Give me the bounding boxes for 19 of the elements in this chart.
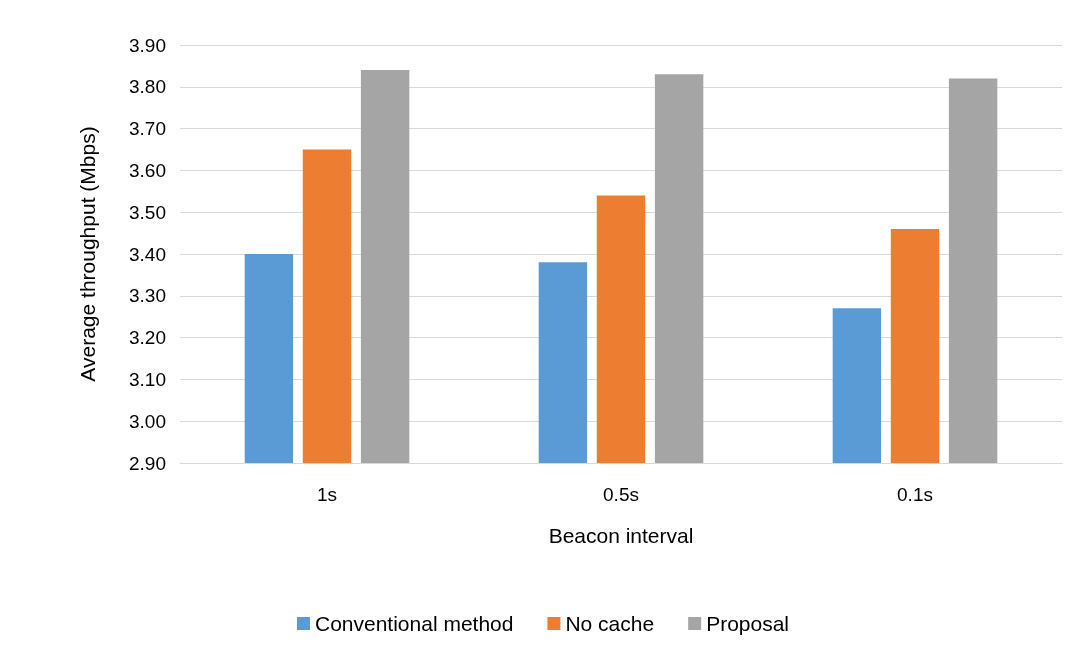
y-tick-label: 3.00 — [129, 410, 166, 432]
y-tick-label: 3.70 — [129, 118, 166, 140]
legend-label: Conventional method — [314, 612, 514, 635]
x-tick-label: 1s — [316, 484, 338, 505]
x-axis-title: Beacon interval — [548, 524, 694, 547]
y-tick-label: 3.10 — [129, 368, 166, 390]
y-tick-label: 3.90 — [129, 34, 166, 56]
x-tick-label: 0.1s — [897, 484, 933, 505]
legend-label: No cache — [565, 612, 655, 635]
y-tick-label: 3.50 — [129, 201, 166, 223]
y-axis-title: Average throughput (Mbps) — [76, 126, 99, 382]
y-tick-label: 3.40 — [129, 243, 166, 265]
y-tick-label: 2.90 — [129, 452, 166, 474]
x-tick-label: 0.5s — [603, 484, 639, 505]
y-tick-label: 3.80 — [129, 76, 166, 98]
y-tick-label: 3.20 — [129, 327, 166, 349]
y-tick-label: 3.60 — [129, 159, 166, 181]
y-tick-label: 3.30 — [129, 285, 166, 307]
legend-label: Proposal — [706, 612, 790, 635]
